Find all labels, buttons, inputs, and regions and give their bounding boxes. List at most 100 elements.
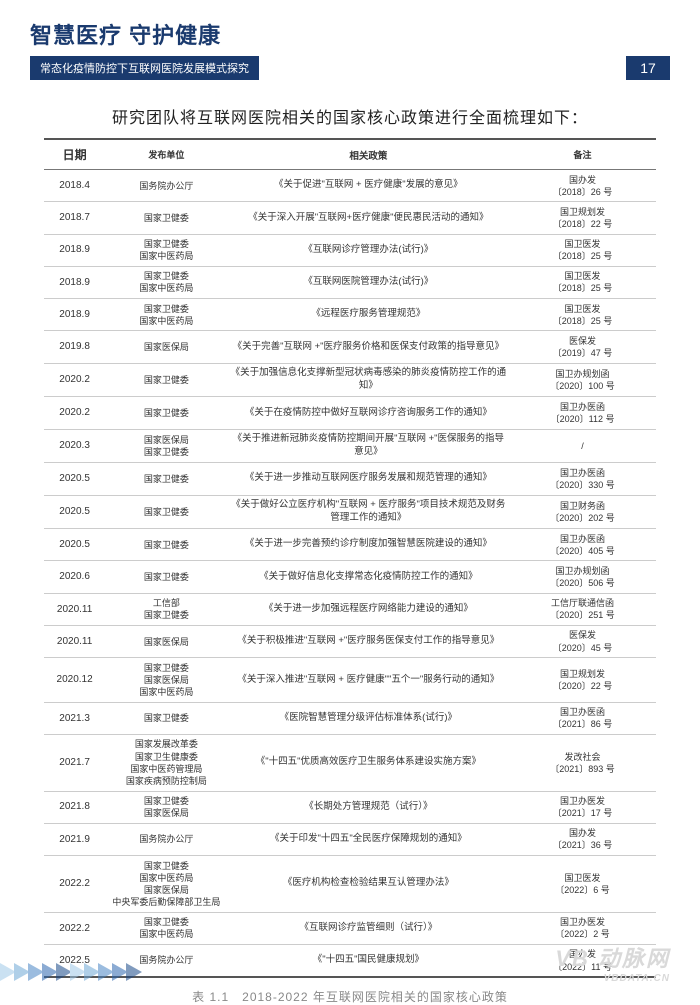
table-cell: 国卫办医函〔2020〕330 号 [509, 463, 656, 495]
table-cell: 国家发展改革委国家卫生健康委国家中医药管理局国家疾病预防控制局 [105, 734, 227, 791]
table-cell: 《互联网医院管理办法(试行)》 [228, 266, 510, 298]
table-cell: 2021.9 [44, 823, 105, 855]
table-cell: 国家卫健委 [105, 202, 227, 234]
table-cell: 2020.11 [44, 593, 105, 625]
table-row: 2020.11工信部国家卫健委《关于进一步加强远程医疗网络能力建设的通知》工信厅… [44, 593, 656, 625]
table-cell: 2018.4 [44, 170, 105, 202]
subtitle-spacer [259, 56, 626, 80]
table-cell: 《关于深入推进"互联网 + 医疗健康""五个一"服务行动的通知》 [228, 658, 510, 702]
table-cell: 国务院办公厅 [105, 170, 227, 202]
table-cell: 国卫规划发〔2018〕22 号 [509, 202, 656, 234]
table-cell: 《"十四五"优质高效医疗卫生服务体系建设实施方案》 [228, 734, 510, 791]
table-cell: 国卫办医函〔2020〕112 号 [509, 397, 656, 429]
table-cell: 2020.3 [44, 429, 105, 463]
table-row: 2020.11国家医保局《关于积极推进"互联网 +"医疗服务医保支付工作的指导意… [44, 625, 656, 657]
table-cell: 《关于在疫情防控中做好互联网诊疗咨询服务工作的通知》 [228, 397, 510, 429]
table-row: 2018.9国家卫健委国家中医药局《远程医疗服务管理规范》国卫医发〔2018〕2… [44, 299, 656, 331]
table-row: 2021.3国家卫健委《医院智慧管理分级评估标准体系(试行)》国卫办医函〔202… [44, 702, 656, 734]
table-cell: 国家卫健委国家医保局 [105, 791, 227, 823]
table-cell: 国家卫健委 [105, 702, 227, 734]
table-cell: 国家卫健委国家中医药局 [105, 912, 227, 944]
table-row: 2019.8国家医保局《关于完善"互联网 +"医疗服务价格和医保支付政策的指导意… [44, 331, 656, 363]
table-cell: 国家卫健委 [105, 463, 227, 495]
table-cell: 《关于积极推进"互联网 +"医疗服务医保支付工作的指导意见》 [228, 625, 510, 657]
table-cell: 国家卫健委国家中医药局国家医保局中央军委后勤保障部卫生局 [105, 856, 227, 913]
table-body: 2018.4国务院办公厅《关于促进"互联网 + 医疗健康"发展的意见》国办发〔2… [44, 170, 656, 978]
table-cell: 2021.7 [44, 734, 105, 791]
chevron-icon [126, 963, 142, 981]
policy-table: 日期发布单位相关政策备注 2018.4国务院办公厅《关于促进"互联网 + 医疗健… [44, 138, 656, 978]
table-cell: 国家医保局国家卫健委 [105, 429, 227, 463]
table-cell: 《医院智慧管理分级评估标准体系(试行)》 [228, 702, 510, 734]
table-cell: 国家卫健委 [105, 363, 227, 397]
table-row: 2022.2国家卫健委国家中医药局国家医保局中央军委后勤保障部卫生局《医疗机构检… [44, 856, 656, 913]
watermark-url: VBDATA.CN [555, 973, 670, 984]
table-cell: 《关于做好公立医疗机构"互联网 + 医疗服务"项目技术规范及财务管理工作的通知》 [228, 495, 510, 529]
table-cell: 2020.5 [44, 463, 105, 495]
table-row: 2021.8国家卫健委国家医保局《长期处方管理规范（试行）》国卫办医发〔2021… [44, 791, 656, 823]
table-cell: 2018.9 [44, 234, 105, 266]
table-cell: 国家卫健委 [105, 495, 227, 529]
page-header: 智慧医疗 守护健康 常态化疫情防控下互联网医院发展模式探究 17 [0, 0, 700, 80]
table-header-cell: 相关政策 [228, 139, 510, 170]
intro-text: 研究团队将互联网医院相关的国家核心政策进行全面梳理如下： [0, 104, 700, 128]
table-cell: 《关于加强信息化支撑新型冠状病毒感染的肺炎疫情防控工作的通知》 [228, 363, 510, 397]
table-cell: 国家卫健委国家中医药局 [105, 266, 227, 298]
table-row: 2020.6国家卫健委《关于做好信息化支撑常态化疫情防控工作的通知》国卫办规划函… [44, 561, 656, 593]
table-cell: 国家卫健委国家中医药局 [105, 299, 227, 331]
table-cell: 2022.2 [44, 856, 105, 913]
table-row: 2018.7国家卫健委《关于深入开展"互联网+医疗健康"便民惠民活动的通知》国卫… [44, 202, 656, 234]
table-cell: 国家卫健委国家医保局国家中医药局 [105, 658, 227, 702]
table-cell: 《互联网诊疗监管细则（试行）》 [228, 912, 510, 944]
table-cell: 《医疗机构检查检验结果互认管理办法》 [228, 856, 510, 913]
table-cell: 医保发〔2019〕47 号 [509, 331, 656, 363]
table-header-cell: 发布单位 [105, 139, 227, 170]
table-cell: 国家卫健委 [105, 397, 227, 429]
table-cell: 2020.2 [44, 397, 105, 429]
table-cell: 国家卫健委 [105, 529, 227, 561]
table-cell: 发改社会〔2021〕893 号 [509, 734, 656, 791]
table-cell: 2018.7 [44, 202, 105, 234]
table-cell: 2020.5 [44, 529, 105, 561]
table-header-cell: 备注 [509, 139, 656, 170]
table-cell: 国卫办规划函〔2020〕100 号 [509, 363, 656, 397]
table-cell: 国办发〔2018〕26 号 [509, 170, 656, 202]
table-cell: 国办发〔2021〕36 号 [509, 823, 656, 855]
table-row: 2020.2国家卫健委《关于加强信息化支撑新型冠状病毒感染的肺炎疫情防控工作的通… [44, 363, 656, 397]
table-cell: 《长期处方管理规范（试行）》 [228, 791, 510, 823]
table-cell: 医保发〔2020〕45 号 [509, 625, 656, 657]
table-cell: 2022.2 [44, 912, 105, 944]
table-cell: 2021.3 [44, 702, 105, 734]
table-cell: 《关于推进新冠肺炎疫情防控期间开展"互联网 +"医保服务的指导意见》 [228, 429, 510, 463]
table-caption: 表 1.1 2018-2022 年互联网医院相关的国家核心政策 [44, 988, 656, 1005]
table-cell: 《互联网诊疗管理办法(试行)》 [228, 234, 510, 266]
watermark: VB 动脉网 VBDATA.CN [555, 941, 670, 984]
table-cell: 国卫办医发〔2021〕17 号 [509, 791, 656, 823]
table-cell: 国卫办医发〔2022〕2 号 [509, 912, 656, 944]
table-cell: 2020.12 [44, 658, 105, 702]
table-cell: 国卫医发〔2018〕25 号 [509, 234, 656, 266]
table-row: 2018.9国家卫健委国家中医药局《互联网诊疗管理办法(试行)》国卫医发〔201… [44, 234, 656, 266]
table-row: 2020.2国家卫健委《关于在疫情防控中做好互联网诊疗咨询服务工作的通知》国卫办… [44, 397, 656, 429]
table-cell: 2020.11 [44, 625, 105, 657]
table-row: 2020.5国家卫健委《关于做好公立医疗机构"互联网 + 医疗服务"项目技术规范… [44, 495, 656, 529]
table-cell: 2018.9 [44, 299, 105, 331]
table-row: 2018.4国务院办公厅《关于促进"互联网 + 医疗健康"发展的意见》国办发〔2… [44, 170, 656, 202]
table-cell: 国卫办规划函〔2020〕506 号 [509, 561, 656, 593]
table-row: 2018.9国家卫健委国家中医药局《互联网医院管理办法(试行)》国卫医发〔201… [44, 266, 656, 298]
table-cell: 《关于进一步完善预约诊疗制度加强智慧医院建设的通知》 [228, 529, 510, 561]
table-cell: 《关于促进"互联网 + 医疗健康"发展的意见》 [228, 170, 510, 202]
table-cell: 2019.8 [44, 331, 105, 363]
table-cell: 2021.8 [44, 791, 105, 823]
table-cell: / [509, 429, 656, 463]
table-cell: 工信部国家卫健委 [105, 593, 227, 625]
table-cell: 国卫医发〔2018〕25 号 [509, 299, 656, 331]
table-cell: 工信厅联通信函〔2020〕251 号 [509, 593, 656, 625]
table-cell: 《关于完善"互联网 +"医疗服务价格和医保支付政策的指导意见》 [228, 331, 510, 363]
table-cell: 2018.9 [44, 266, 105, 298]
table-row: 2020.5国家卫健委《关于进一步完善预约诊疗制度加强智慧医院建设的通知》国卫办… [44, 529, 656, 561]
table-cell: 国卫医发〔2018〕25 号 [509, 266, 656, 298]
page-title: 智慧医疗 守护健康 [30, 18, 670, 50]
table-row: 2020.12国家卫健委国家医保局国家中医药局《关于深入推进"互联网 + 医疗健… [44, 658, 656, 702]
table-cell: 《关于印发"十四五"全民医疗保障规划的通知》 [228, 823, 510, 855]
